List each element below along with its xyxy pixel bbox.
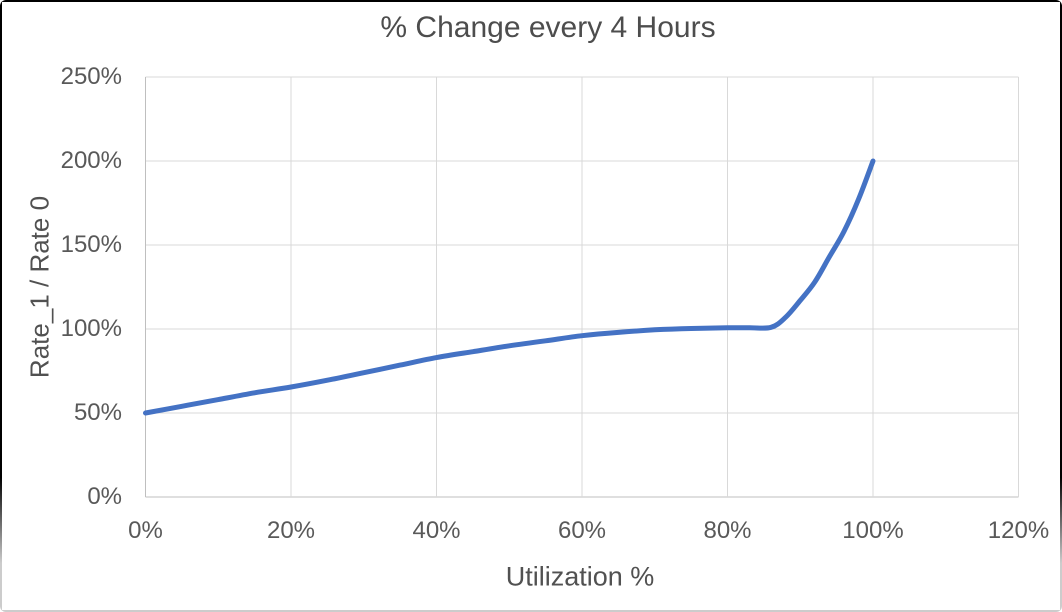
y-tick-label: 50% bbox=[73, 399, 122, 426]
x-tick-label: 120% bbox=[987, 517, 1050, 544]
x-tick-label: 80% bbox=[703, 517, 752, 544]
y-axis-title: Rate_1 / Rate 0 bbox=[24, 195, 55, 379]
x-tick-label: 60% bbox=[557, 517, 607, 544]
series-line bbox=[143, 158, 876, 416]
x-tick-label: 0% bbox=[128, 517, 163, 544]
y-tick-label: 0% bbox=[87, 483, 122, 510]
x-tick-label: 20% bbox=[266, 517, 316, 544]
x-tick-label: 100% bbox=[842, 517, 904, 544]
x-tick-label: 40% bbox=[412, 517, 461, 544]
y-tick-label: 100% bbox=[60, 315, 122, 342]
y-tick-label: 200% bbox=[60, 147, 122, 174]
y-tick-label: 150% bbox=[60, 231, 122, 258]
x-axis-title: Utilization % bbox=[505, 561, 655, 592]
y-tick-label: 250% bbox=[60, 63, 122, 90]
chart-title: % Change every 4 Hours bbox=[380, 11, 716, 44]
